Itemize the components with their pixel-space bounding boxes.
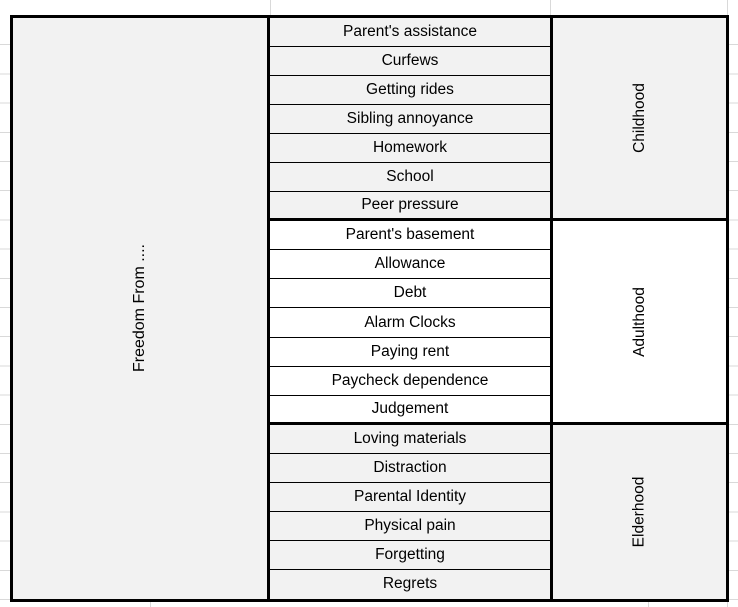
item-label: Getting rides: [366, 81, 454, 99]
item-cell[interactable]: Paycheck dependence: [270, 366, 550, 396]
gridline: [270, 0, 271, 15]
item-label: Sibling annoyance: [346, 110, 474, 128]
item-cell[interactable]: Getting rides: [270, 76, 550, 106]
item-cell[interactable]: Paying rent: [270, 337, 550, 367]
row-header-label: Freedom From ....: [131, 244, 148, 373]
item-cell[interactable]: Sibling annoyance: [270, 105, 550, 135]
item-label: Parental Identity: [353, 487, 466, 505]
section-label-childhood: Childhood: [630, 83, 648, 154]
item-cell[interactable]: Forgetting: [270, 540, 550, 570]
item-cell[interactable]: Alarm Clocks: [270, 308, 550, 338]
item-cell[interactable]: Peer pressure: [270, 192, 550, 222]
item-label: Alarm Clocks: [364, 313, 456, 331]
item-label: School: [386, 168, 434, 186]
item-cell[interactable]: Curfews: [270, 47, 550, 77]
item-cell[interactable]: Physical pain: [270, 511, 550, 541]
item-label: Paycheck dependence: [331, 371, 489, 389]
item-cell[interactable]: Debt: [270, 279, 550, 309]
item-label: Parent's basement: [345, 226, 475, 244]
section-label-adulthood: Adulthood: [630, 286, 648, 357]
item-cell[interactable]: Homework: [270, 134, 550, 164]
item-label: Curfews: [381, 52, 439, 70]
gridline: [150, 602, 151, 607]
item-cell[interactable]: Loving materials: [270, 424, 550, 454]
item-cell[interactable]: Distraction: [270, 453, 550, 483]
item-cell[interactable]: Parental Identity: [270, 482, 550, 512]
gridline: [0, 16, 10, 600]
cell-section-childhood[interactable]: Childhood: [550, 18, 726, 222]
item-label: Homework: [372, 139, 448, 157]
gridline: [550, 0, 551, 15]
item-label: Paying rent: [370, 342, 450, 360]
gridline: [648, 602, 649, 607]
item-label: Distraction: [373, 458, 447, 476]
item-cell[interactable]: Allowance: [270, 250, 550, 280]
freedom-table: Freedom From .... Childhood Adulthood El…: [10, 15, 729, 602]
item-label: Judgement: [371, 399, 449, 417]
item-cell[interactable]: Parent's basement: [270, 221, 550, 251]
item-cell[interactable]: Regrets: [270, 569, 550, 599]
item-label: Allowance: [374, 255, 446, 273]
item-cell[interactable]: Parent's assistance: [270, 18, 550, 48]
item-label: Physical pain: [364, 516, 456, 534]
gridline: [727, 0, 728, 15]
cell-section-adulthood[interactable]: Adulthood: [550, 221, 726, 425]
cell-section-elderhood[interactable]: Elderhood: [550, 424, 726, 599]
item-label: Forgetting: [375, 545, 445, 563]
item-label: Loving materials: [353, 429, 467, 447]
item-label: Parent's assistance: [343, 23, 477, 41]
item-cell[interactable]: Judgement: [270, 395, 550, 425]
item-label: Peer pressure: [361, 196, 459, 214]
cell-row-header[interactable]: Freedom From ....: [13, 18, 270, 599]
item-label: Regrets: [382, 575, 438, 593]
gridline: [727, 602, 728, 607]
item-label: Debt: [393, 284, 427, 302]
item-cell[interactable]: School: [270, 163, 550, 193]
section-label-elderhood: Elderhood: [630, 476, 648, 548]
gridline: [729, 16, 738, 600]
